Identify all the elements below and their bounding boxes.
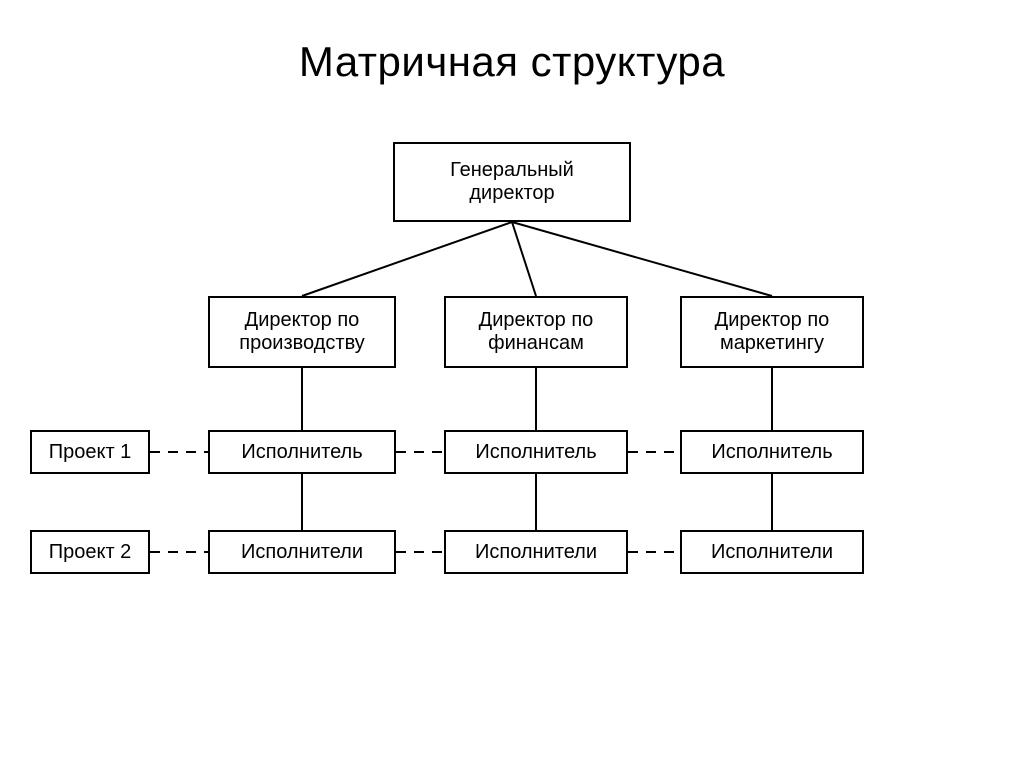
- node-d_prod: Директор попроизводству: [208, 296, 396, 368]
- node-e23: Исполнители: [680, 530, 864, 574]
- edge-ceo-d_mkt: [512, 222, 772, 296]
- edge-ceo-d_fin: [512, 222, 536, 296]
- page-title: Матричная структура: [0, 0, 1024, 86]
- node-e13: Исполнитель: [680, 430, 864, 474]
- node-p1: Проект 1: [30, 430, 150, 474]
- edge-ceo-d_prod: [302, 222, 512, 296]
- node-e21: Исполнители: [208, 530, 396, 574]
- node-e11: Исполнитель: [208, 430, 396, 474]
- node-e12: Исполнитель: [444, 430, 628, 474]
- node-p2: Проект 2: [30, 530, 150, 574]
- node-d_fin: Директор пофинансам: [444, 296, 628, 368]
- node-d_mkt: Директор помаркетингу: [680, 296, 864, 368]
- diagram-canvas: Генеральныйдиректор Директор попроизводст…: [0, 86, 1024, 726]
- node-ceo: Генеральныйдиректор: [393, 142, 631, 222]
- node-e22: Исполнители: [444, 530, 628, 574]
